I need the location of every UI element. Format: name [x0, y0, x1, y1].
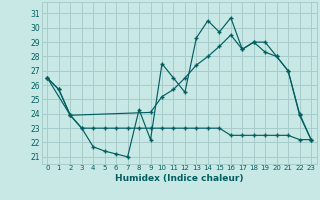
- X-axis label: Humidex (Indice chaleur): Humidex (Indice chaleur): [115, 174, 244, 183]
